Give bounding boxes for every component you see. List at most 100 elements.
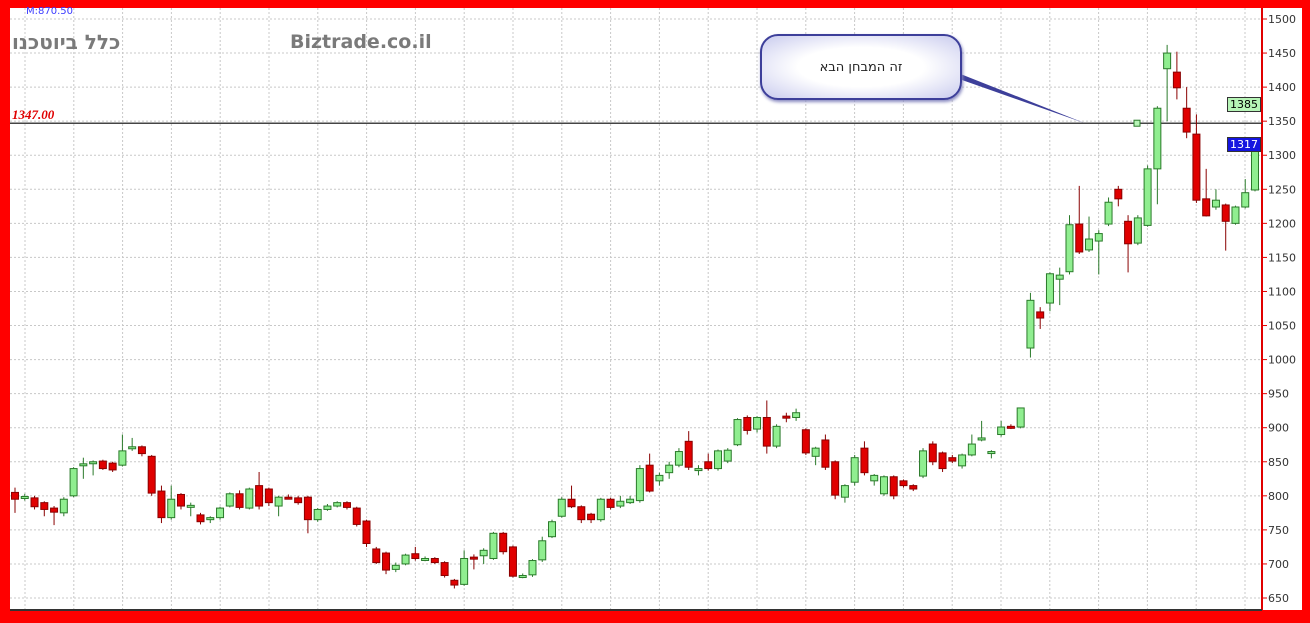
- candle-down: [499, 532, 508, 553]
- candle-down: [40, 502, 49, 510]
- candle-down: [821, 439, 830, 468]
- candle-down: [1036, 311, 1045, 319]
- candle-up: [333, 502, 342, 507]
- candle-down: [1172, 71, 1181, 89]
- candle-up: [528, 560, 537, 576]
- candle-down: [382, 552, 391, 571]
- candle-up: [245, 488, 254, 509]
- callout-text: זה המבחן הבא: [819, 59, 903, 75]
- candle-down: [284, 496, 293, 500]
- candle-down: [362, 520, 371, 545]
- candle-up: [958, 454, 967, 467]
- candle-down: [684, 440, 693, 468]
- candle-down: [147, 455, 156, 494]
- candle-down: [98, 460, 107, 470]
- candle-down: [645, 464, 654, 492]
- candle-down: [899, 480, 908, 487]
- candle-up: [1241, 192, 1250, 208]
- candle-up: [548, 521, 557, 538]
- y-tick-label: 1450: [1268, 47, 1296, 60]
- y-tick-label: 700: [1268, 558, 1289, 571]
- candle-down: [743, 416, 752, 431]
- candle-down: [411, 553, 420, 559]
- candle-up: [753, 416, 762, 430]
- candle-up: [665, 464, 674, 474]
- candle-up: [518, 575, 527, 579]
- candle-up: [713, 450, 722, 470]
- candle-up: [987, 451, 996, 455]
- candle-down: [831, 461, 840, 496]
- candle-up: [118, 450, 127, 466]
- candle-down: [567, 498, 576, 508]
- candle-down: [1075, 223, 1084, 253]
- candle-down: [294, 497, 303, 504]
- price-tag-last: 1317: [1227, 137, 1261, 152]
- callout-bubble[interactable]: זה המבחן הבא: [760, 34, 962, 100]
- callout-pointer: [958, 73, 1085, 124]
- candle-down: [606, 498, 615, 508]
- candle-down: [889, 476, 898, 497]
- candle-up: [323, 505, 332, 510]
- candle-up: [596, 498, 605, 521]
- candle-down: [255, 485, 264, 507]
- y-tick-label: 900: [1268, 422, 1289, 435]
- candle-down: [264, 488, 273, 504]
- candle-down: [508, 546, 517, 577]
- candle-up: [772, 425, 781, 447]
- y-tick-label: 650: [1268, 592, 1289, 605]
- candle-down: [1221, 204, 1230, 222]
- candle-down: [450, 579, 459, 586]
- y-tick-label: 750: [1268, 524, 1289, 537]
- candle-down: [196, 514, 205, 523]
- candle-up: [1133, 217, 1142, 244]
- candle-up: [1045, 273, 1054, 304]
- candle-up: [557, 498, 566, 517]
- candle-up: [674, 451, 683, 466]
- candle-up: [225, 493, 234, 507]
- candle-down: [909, 485, 918, 490]
- candle-down: [577, 506, 586, 521]
- candle-up: [391, 564, 400, 570]
- candle-down: [11, 491, 19, 500]
- candle-down: [157, 490, 166, 519]
- candle-up: [421, 557, 430, 561]
- candle-up: [792, 412, 801, 418]
- candle-up: [967, 443, 976, 456]
- candle-down: [352, 507, 361, 525]
- candle-up: [723, 449, 732, 462]
- candle-down: [1114, 188, 1123, 200]
- candle-up: [479, 549, 488, 557]
- candle-down: [928, 443, 937, 463]
- y-tick-label: 1400: [1268, 81, 1296, 94]
- y-tick-label: 1350: [1268, 115, 1296, 128]
- candle-down: [1006, 425, 1015, 429]
- y-tick-label: 1300: [1268, 149, 1296, 162]
- candle-down: [430, 557, 439, 564]
- candle-up: [274, 496, 283, 507]
- y-tick-label: 1200: [1268, 217, 1296, 230]
- y-tick-label: 850: [1268, 456, 1289, 469]
- candle-up: [69, 468, 78, 497]
- y-tick-label: 950: [1268, 388, 1289, 401]
- candle-down: [469, 556, 478, 560]
- price-tag-high: 1385: [1227, 97, 1261, 112]
- candle-up: [128, 446, 137, 450]
- candle-down: [1202, 198, 1211, 217]
- candle-up: [694, 468, 703, 472]
- candle-up: [1065, 224, 1074, 273]
- candle-up: [655, 474, 664, 482]
- candle-down: [372, 548, 381, 564]
- candle-down: [938, 452, 947, 470]
- candle-down: [762, 416, 771, 447]
- candle-down: [1182, 107, 1191, 133]
- candle-up: [635, 468, 644, 502]
- candle-up: [206, 517, 215, 521]
- horizontal-line-label: 1347.00: [12, 107, 55, 122]
- candle-down: [303, 496, 312, 521]
- candle-up: [167, 498, 176, 519]
- candle-up: [460, 557, 469, 585]
- candle-up: [626, 498, 635, 504]
- candle-up: [977, 437, 986, 441]
- candle-up: [1163, 52, 1172, 70]
